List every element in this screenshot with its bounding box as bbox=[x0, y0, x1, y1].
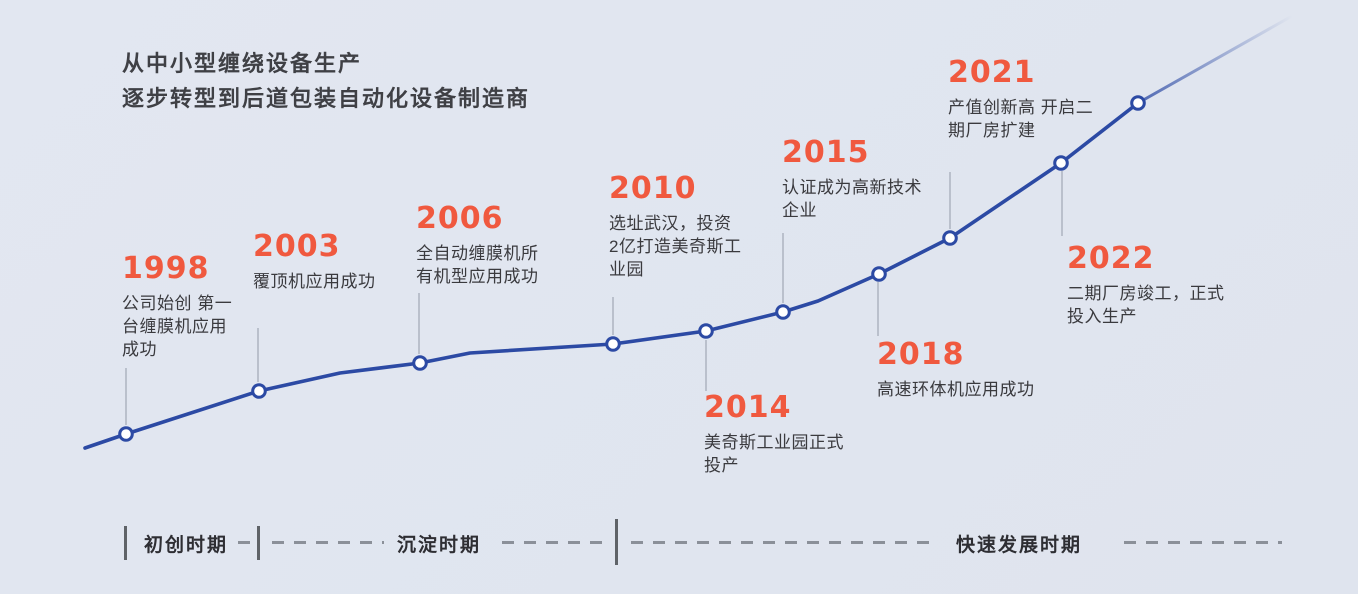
phase-tick bbox=[257, 526, 260, 560]
milestone-description: 高速环体机应用成功 bbox=[877, 380, 1035, 399]
milestone-year: 2021 bbox=[948, 55, 1036, 90]
growth-curve-line bbox=[83, 101, 1140, 450]
dashed-line bbox=[272, 541, 384, 544]
milestone-description: 认证成为高新技术 企业 bbox=[782, 178, 922, 220]
milestone-2015: 2015 认证成为高新技术 企业 bbox=[782, 138, 947, 223]
phase-tick bbox=[615, 519, 618, 565]
milestone-year: 2018 bbox=[877, 337, 965, 372]
milestone-marker bbox=[1053, 155, 1069, 171]
dashed-line bbox=[502, 541, 606, 544]
phase-label-rapid-growth: 快速发展时期 bbox=[956, 535, 1083, 556]
dashed-line bbox=[238, 541, 252, 544]
phase-tick bbox=[124, 526, 127, 560]
milestone-year: 2006 bbox=[416, 201, 504, 236]
intro-line-1: 从中小型缠绕设备生产 bbox=[122, 51, 363, 76]
milestone-2006: 2006 全自动缠膜机所 有机型应用成功 bbox=[416, 204, 561, 289]
milestone-2010: 2010 选址武汉，投资 2亿打造美奇斯工 业园 bbox=[609, 174, 764, 281]
milestone-markers bbox=[118, 95, 1146, 442]
milestone-description: 美奇斯工业园正式 投产 bbox=[704, 433, 844, 475]
milestone-2014: 2014 美奇斯工业园正式 投产 bbox=[704, 393, 869, 478]
milestone-description: 公司始创 第一 台缠膜机应用 成功 bbox=[122, 294, 233, 359]
milestone-2018: 2018 高速环体机应用成功 bbox=[877, 340, 1067, 402]
milestone-marker bbox=[698, 323, 714, 339]
milestone-description: 覆顶机应用成功 bbox=[253, 272, 376, 291]
milestone-year: 2015 bbox=[782, 135, 870, 170]
milestone-year: 1998 bbox=[122, 251, 210, 286]
milestone-marker bbox=[775, 304, 791, 320]
phase-label-consolidation: 沉淀时期 bbox=[397, 535, 482, 556]
milestone-1998: 1998 公司始创 第一 台缠膜机应用 成功 bbox=[122, 254, 262, 361]
milestone-description: 二期厂房竣工，正式 投入生产 bbox=[1067, 284, 1225, 326]
milestone-marker bbox=[251, 383, 267, 399]
milestone-year: 2022 bbox=[1067, 241, 1155, 276]
dashed-line bbox=[1124, 541, 1282, 544]
dashed-line bbox=[631, 541, 930, 544]
milestone-marker bbox=[1130, 95, 1146, 111]
milestone-description: 全自动缠膜机所 有机型应用成功 bbox=[416, 244, 539, 286]
milestone-marker bbox=[118, 426, 134, 442]
intro-text: 从中小型缠绕设备生产 逐步转型到后道包装自动化设备制造商 bbox=[122, 46, 530, 116]
milestone-marker bbox=[412, 355, 428, 371]
phase-label-initial: 初创时期 bbox=[144, 535, 229, 556]
milestone-description: 选址武汉，投资 2亿打造美奇斯工 业园 bbox=[609, 214, 742, 279]
milestone-2022: 2022 二期厂房竣工，正式 投入生产 bbox=[1067, 244, 1247, 329]
growth-curve-fade bbox=[1136, 14, 1294, 105]
milestone-year: 2010 bbox=[609, 171, 697, 206]
milestone-marker bbox=[605, 336, 621, 352]
intro-line-2: 逐步转型到后道包装自动化设备制造商 bbox=[122, 86, 531, 111]
milestone-year: 2014 bbox=[704, 390, 792, 425]
milestone-marker bbox=[871, 266, 887, 282]
milestone-2003: 2003 覆顶机应用成功 bbox=[253, 232, 408, 294]
milestone-description: 产值创新高 开启二 期厂房扩建 bbox=[948, 98, 1094, 140]
milestone-marker bbox=[942, 230, 958, 246]
leader-lines bbox=[125, 171, 1063, 425]
milestone-year: 2003 bbox=[253, 229, 341, 264]
milestone-2021: 2021 产值创新高 开启二 期厂房扩建 bbox=[948, 58, 1123, 143]
